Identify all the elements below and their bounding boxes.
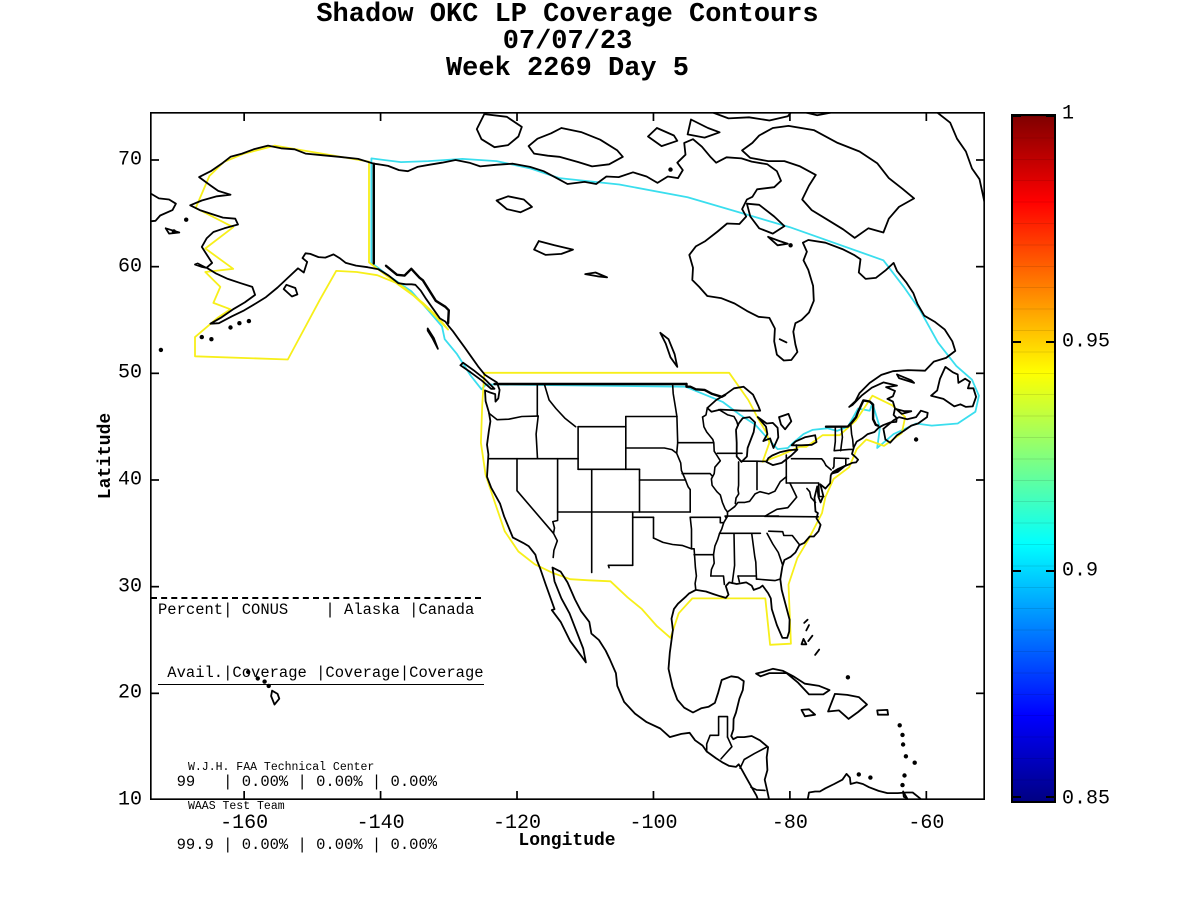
colorbar-tick-mark (1046, 341, 1054, 344)
colorbar-tick-mark (1013, 796, 1021, 798)
credit-line-2: WAAS Test Team (188, 800, 285, 813)
x-tick-label: -160 (220, 812, 269, 835)
credit-line-1: W.J.H. FAA Technical Center (188, 761, 375, 774)
x-tick-label: -120 (493, 812, 542, 835)
plot-frame (150, 112, 985, 800)
credit-text: W.J.H. FAA Technical Center WAAS Test Te… (188, 735, 374, 839)
colorbar-tick-mark (1013, 341, 1021, 344)
colorbar-tick-mark (1046, 796, 1054, 798)
colorbar-steps (1013, 116, 1054, 801)
x-tick-label: -140 (356, 812, 405, 835)
availability-table: Percent| CONUS | Alaska |Canada Avail.|C… (158, 558, 484, 900)
x-tick-label: -80 (771, 812, 808, 835)
x-tick-label: -60 (908, 812, 945, 835)
availability-table-header-1: Percent| CONUS | Alaska |Canada (158, 601, 475, 619)
title-line-2: 07/07/23 (502, 27, 633, 57)
colorbar-tick-label: 0.95 (1062, 330, 1111, 354)
y-tick-label: 30 (117, 575, 142, 599)
colorbar-tick-mark (1013, 569, 1021, 572)
colorbar-tick-mark (1046, 115, 1054, 117)
availability-table-header-2: Avail.|Coverage |Coverage|Coverage (158, 663, 484, 685)
availability-row-99: 99 | 0.00% | 0.00% | 0.00% (158, 773, 438, 791)
x-axis-label: Longitude (518, 831, 616, 851)
figure-title: Shadow OKC LP Coverage Contours 07/07/23… (150, 2, 985, 83)
table-divider-dashed (151, 597, 481, 599)
map-plot-area (150, 112, 985, 800)
y-tick-label: 50 (117, 361, 142, 385)
layer-states (487, 383, 855, 792)
colorbar (1011, 114, 1056, 803)
colorbar-tick-label: 0.9 (1062, 559, 1099, 583)
y-tick-label: 60 (117, 255, 142, 279)
y-tick-label: 70 (117, 148, 142, 172)
colorbar-tick-label: 0.85 (1062, 787, 1111, 811)
y-tick-label: 40 (117, 468, 142, 492)
colorbar-tick-mark (1013, 115, 1021, 117)
title-line-3: Week 2269 Day 5 (445, 54, 690, 84)
layer-coast (150, 112, 985, 800)
title-line-1: Shadow OKC LP Coverage Contours (316, 0, 819, 30)
y-axis-label: Latitude (96, 412, 116, 500)
x-tick-label: -100 (629, 812, 678, 835)
layer-borders (372, 162, 880, 428)
y-tick-label: 10 (117, 788, 142, 812)
map-canvas (150, 112, 985, 800)
colorbar-tick-mark (1046, 569, 1054, 572)
colorbar-tick-label: 1 (1062, 102, 1075, 126)
y-tick-label: 20 (117, 681, 142, 705)
availability-row-99-9: 99.9 | 0.00% | 0.00% | 0.00% (158, 836, 438, 854)
